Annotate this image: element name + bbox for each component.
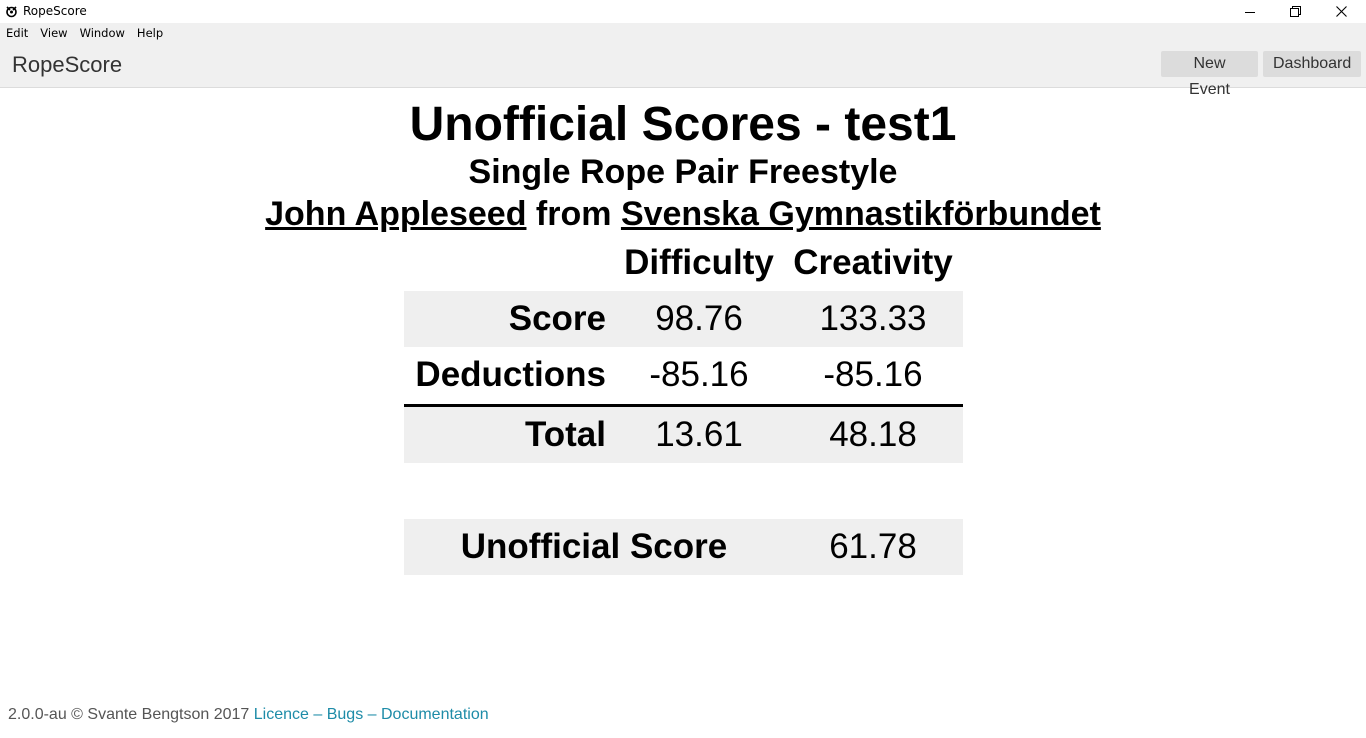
documentation-link[interactable]: Documentation bbox=[381, 706, 489, 723]
restore-button[interactable] bbox=[1272, 0, 1318, 23]
menu-window[interactable]: Window bbox=[79, 26, 125, 40]
unofficial-score-row: Unofficial Score 61.78 bbox=[404, 519, 963, 575]
participant-name: John Appleseed bbox=[265, 195, 527, 233]
app-header: RopeScore New Event Dashboard bbox=[0, 43, 1366, 98]
unofficial-score-value: 61.78 bbox=[829, 527, 917, 566]
score-difficulty: 98.76 bbox=[655, 299, 743, 338]
menu-help[interactable]: Help bbox=[136, 26, 164, 40]
total-difficulty: 13.61 bbox=[655, 415, 743, 454]
event-name: Single Rope Pair Freestyle bbox=[468, 153, 898, 191]
column-header-creativity: Creativity bbox=[793, 243, 953, 282]
window-titlebar: RopeScore bbox=[0, 0, 1366, 23]
window-title: RopeScore bbox=[23, 4, 87, 18]
footer: 2.0.0-au © Svante Bengtson 2017 Licence … bbox=[8, 706, 489, 724]
menu-bar: Edit View Window Help bbox=[0, 23, 1366, 43]
close-icon bbox=[1335, 6, 1347, 17]
row-label-total: Total bbox=[524, 415, 606, 454]
row-label-deductions: Deductions bbox=[415, 355, 606, 394]
deductions-creativity: -85.16 bbox=[823, 355, 923, 394]
table-header-row: Difficulty Creativity bbox=[404, 238, 963, 288]
page-title: Unofficial Scores - test1 bbox=[409, 98, 957, 151]
score-creativity: 133.33 bbox=[819, 299, 927, 338]
minimize-button[interactable] bbox=[1227, 0, 1273, 23]
menu-edit[interactable]: Edit bbox=[6, 26, 29, 40]
footer-separator: – bbox=[313, 706, 323, 723]
unofficial-score-label: Unofficial Score bbox=[460, 527, 728, 566]
minimize-icon bbox=[1245, 11, 1255, 13]
from-word: from bbox=[535, 195, 612, 233]
licence-link[interactable]: Licence bbox=[253, 706, 309, 723]
close-window-button[interactable] bbox=[1318, 0, 1364, 23]
footer-separator: – bbox=[367, 706, 377, 723]
brand-link[interactable]: RopeScore bbox=[12, 52, 123, 77]
table-row-deductions: Deductions -85.16 -85.16 bbox=[404, 347, 963, 403]
bugs-link[interactable]: Bugs bbox=[326, 706, 364, 723]
organisation-name: Svenska Gymnastikförbundet bbox=[620, 195, 1101, 233]
dashboard-button[interactable]: Dashboard bbox=[1263, 51, 1361, 77]
table-row-total: Total 13.61 48.18 bbox=[404, 407, 963, 463]
footer-copyright: 2.0.0-au © Svante Bengtson 2017 bbox=[8, 706, 250, 723]
menu-view[interactable]: View bbox=[40, 26, 68, 40]
ropescore-app-icon bbox=[6, 6, 17, 18]
total-creativity: 48.18 bbox=[829, 415, 917, 454]
total-divider bbox=[404, 404, 963, 407]
restore-icon bbox=[1289, 6, 1301, 17]
new-event-button[interactable]: New Event bbox=[1161, 51, 1258, 98]
participant-line: John Appleseed from Svenska Gymnastikför… bbox=[0, 194, 1366, 234]
column-header-difficulty: Difficulty bbox=[624, 243, 774, 282]
table-row-score: Score 98.76 133.33 bbox=[404, 291, 963, 347]
row-label-score: Score bbox=[508, 299, 606, 338]
deductions-difficulty: -85.16 bbox=[649, 355, 749, 394]
